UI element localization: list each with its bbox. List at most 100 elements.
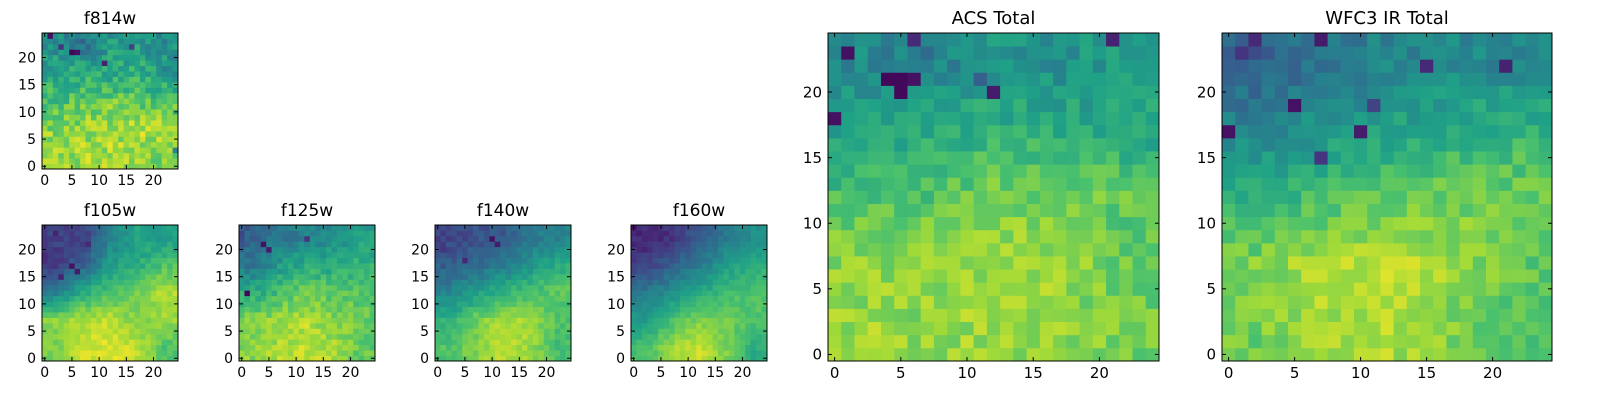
heatmap-cell (532, 268, 539, 275)
heatmap-cell (745, 284, 752, 291)
heatmap-cell (1106, 190, 1120, 204)
heatmap-cell (161, 114, 168, 121)
heatmap-cell (828, 269, 842, 283)
heatmap-cell (1420, 33, 1434, 47)
heatmap-cell (1026, 308, 1041, 323)
heatmap-cell (167, 339, 173, 346)
heatmap-cell (1288, 46, 1302, 60)
heatmap-cell (1274, 46, 1289, 60)
heatmap-cell (123, 38, 130, 45)
heatmap-cell (336, 230, 343, 237)
heatmap-cell (90, 295, 97, 302)
heatmap-cell (933, 151, 948, 165)
heatmap-cell (456, 268, 463, 275)
heatmap-cell (734, 279, 741, 286)
heatmap-cell (1486, 321, 1500, 336)
heatmap-cell (52, 98, 59, 105)
heatmap-cell (658, 284, 665, 291)
heatmap-cell (298, 344, 305, 351)
heatmap-cell (1393, 347, 1408, 362)
x-tick-label: 10 (90, 365, 108, 381)
heatmap-cell (1079, 177, 1094, 191)
heatmap-cell (527, 322, 534, 329)
heatmap-cell (723, 312, 730, 318)
heatmap-cell (1274, 124, 1289, 139)
x-tick-label: 15 (117, 365, 135, 381)
heatmap-cell (255, 312, 262, 318)
heatmap-cell (1393, 216, 1408, 231)
heatmap-cell (118, 65, 124, 72)
heatmap-cell (658, 301, 665, 307)
y-tick-label: 0 (27, 159, 36, 175)
heatmap-cell (1013, 190, 1027, 204)
heatmap-cell (663, 225, 670, 231)
heatmap-cell (336, 235, 343, 242)
heatmap-cell (58, 355, 65, 362)
heatmap-cell (1459, 164, 1474, 178)
heatmap-cell (750, 225, 757, 231)
heatmap-cell (249, 350, 256, 356)
heatmap-cell (647, 235, 654, 242)
heatmap-cell (123, 301, 130, 307)
heatmap-cell (435, 344, 441, 351)
heatmap-cell (1079, 321, 1094, 336)
heatmap-cell (440, 279, 447, 286)
heatmap-cell (118, 76, 124, 83)
heatmap-cell (1092, 111, 1107, 126)
heatmap-cell (101, 273, 108, 280)
heatmap-cell (1446, 98, 1460, 113)
heatmap-cell (549, 295, 556, 302)
heatmap-cell (473, 246, 479, 253)
heatmap-cell (161, 339, 168, 346)
heatmap-cell (369, 339, 376, 346)
heatmap-cell (1525, 33, 1540, 47)
heatmap-cell (435, 230, 441, 237)
heatmap-cell (369, 230, 376, 237)
heatmap-cell (101, 92, 108, 99)
heatmap-cell (690, 257, 697, 264)
heatmap-cell (364, 301, 370, 307)
heatmap-cell (854, 33, 869, 47)
heatmap-cell (973, 295, 988, 309)
heatmap-cell (47, 235, 54, 242)
heatmap-cell (527, 241, 534, 248)
heatmap-cell (74, 92, 81, 99)
heatmap-cell (1538, 111, 1553, 126)
heatmap-cell (1512, 256, 1526, 270)
heatmap-cell (669, 328, 675, 335)
heatmap-cell (663, 295, 670, 302)
heatmap-cell (690, 284, 697, 291)
heatmap-cell (167, 263, 173, 269)
heatmap-cell (244, 263, 251, 269)
heatmap-cell (1248, 98, 1262, 113)
panel-title: ACS Total (952, 8, 1036, 29)
heatmap-cell (358, 344, 365, 351)
heatmap-cell (473, 328, 479, 335)
heatmap-cell (960, 164, 975, 178)
heatmap-cell (1301, 111, 1315, 126)
heatmap-cell (52, 322, 59, 329)
heatmap-cell (161, 235, 168, 242)
heatmap-cell (85, 284, 92, 291)
heatmap-cell (522, 284, 528, 291)
heatmap-cell (880, 242, 895, 257)
heatmap-cell (63, 235, 70, 242)
heatmap-cell (161, 141, 168, 148)
heatmap-cell (320, 322, 327, 329)
heatmap-cell (538, 328, 545, 335)
heatmap-cell (293, 339, 300, 346)
heatmap-cell (560, 279, 566, 286)
heatmap-cell (505, 312, 512, 318)
heatmap-cell (172, 350, 179, 356)
heatmap-cell (907, 111, 922, 126)
heatmap-cell (505, 290, 512, 297)
heatmap-cell (342, 263, 349, 269)
heatmap-cell (304, 268, 311, 275)
heatmap-cell (718, 241, 724, 248)
heatmap-cell (139, 158, 146, 164)
heatmap-cell (641, 284, 648, 291)
heatmap-cell (440, 246, 447, 253)
heatmap-cell (669, 235, 675, 242)
heatmap-cell (358, 290, 365, 297)
heatmap-cell (80, 235, 86, 242)
